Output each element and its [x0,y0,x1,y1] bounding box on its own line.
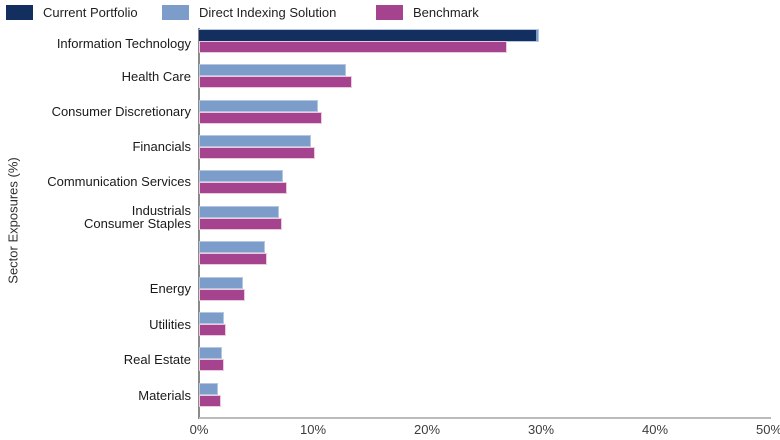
x-tick-label-30-: 30% [527,422,555,437]
bar-benchmark-real-estate [199,359,225,372]
legend-label: Benchmark [413,4,479,20]
category-label-consumer-discretionary: Consumer Discretionary [51,103,191,119]
bar-direct-indexing-solution-communication-services [199,170,284,183]
category-label-consumer-staples: Consumer Staples [84,216,191,232]
bar-direct-indexing-solution-utilities [199,311,225,324]
legend-item-benchmark: Benchmark [376,3,479,21]
bar-direct-indexing-solution-industrials [199,205,279,218]
bar-direct-indexing-solution-materials [199,382,219,395]
bar-benchmark-industrials [199,217,283,230]
bar-benchmark-energy [199,288,245,301]
category-label-real-estate: Real Estate [123,352,191,368]
category-label-energy: Energy [149,280,191,296]
bar-direct-indexing-solution-energy [199,276,244,289]
direct-indexing-swatch-icon [162,4,189,20]
current-portfolio-swatch-icon [6,4,33,20]
category-label-materials: Materials [138,387,191,403]
category-label-financials: Financials [132,138,191,154]
bar-direct-indexing-solution-financials [199,135,311,148]
legend-label: Direct Indexing Solution [199,4,337,20]
x-tick-label-40-: 40% [641,422,669,437]
legend-label: Current Portfolio [43,4,138,20]
category-label-industrials: Industrials [131,202,191,218]
x-tick-label-20-: 20% [413,422,441,437]
bar-benchmark-financials [199,147,316,160]
bar-benchmark-information-technology [199,41,507,53]
bar-current-portfolio-information-technology [199,30,537,41]
bar-benchmark-communication-services [199,182,287,195]
category-label-health-care: Health Care [121,69,191,85]
category-label-utilities: Utilities [149,316,191,332]
bar-benchmark-utilities [199,323,227,336]
benchmark-swatch-icon [376,4,403,20]
legend-item-direct-indexing: Direct Indexing Solution [162,3,336,21]
bar-direct-indexing-solution-real-estate [199,347,222,360]
bar-direct-indexing-solution-consumer-discretionary [199,99,318,112]
plot-area [199,28,769,417]
bar-direct-indexing-solution-health-care [199,64,347,77]
x-axis-line [199,417,771,419]
category-label-communication-services: Communication Services [47,174,191,190]
category-label-information-technology: Information Technology [56,35,191,51]
bar-benchmark-consumer-staples [199,253,268,266]
bar-benchmark-health-care [199,76,352,89]
x-tick-label-50-: 50% [755,422,780,437]
x-tick-label-10-: 10% [299,422,327,437]
legend-item-current-portfolio: Current Portfolio [6,3,138,21]
bar-benchmark-materials [199,394,221,407]
bar-direct-indexing-solution-consumer-staples [199,241,266,254]
bar-benchmark-consumer-discretionary [199,111,323,124]
x-tick-label-0-: 0% [189,422,209,437]
